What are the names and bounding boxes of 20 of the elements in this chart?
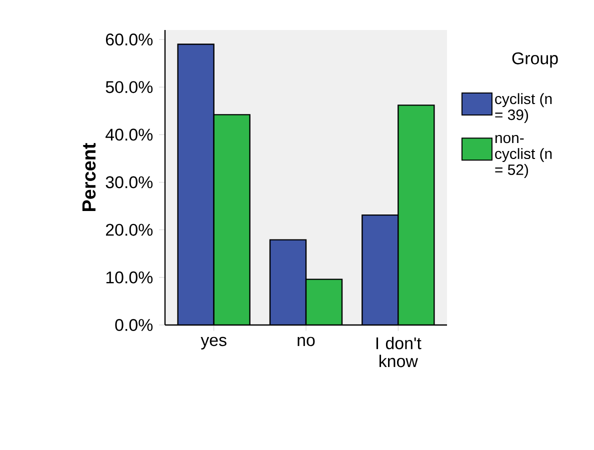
- legend-label: cyclist (n = 39): [495, 93, 552, 124]
- y-tick-label: 0.0%: [115, 318, 153, 331]
- bar: [270, 240, 306, 325]
- bar: [398, 104, 435, 325]
- x-tick-label: no: [298, 336, 315, 346]
- y-tick-label: 20.0%: [106, 224, 153, 236]
- legend-label: non-cyclist (n = 52): [495, 134, 552, 178]
- y-tick-label: 60.0%: [106, 34, 153, 46]
- bar: [214, 114, 250, 325]
- bar: [178, 44, 214, 325]
- y-tick-label: 30.0%: [106, 176, 153, 188]
- legend-title: Group: [512, 52, 558, 68]
- x-tick-label: I don't know: [376, 336, 422, 368]
- y-tick-label: 40.0%: [106, 128, 153, 141]
- y-tick-label: 50.0%: [106, 81, 153, 94]
- x-tick-label: yes: [200, 336, 226, 350]
- bar: [306, 279, 342, 325]
- y-tick-label: 10.0%: [106, 271, 153, 284]
- y-axis-title: Percent: [82, 143, 96, 211]
- bar: [362, 214, 399, 325]
